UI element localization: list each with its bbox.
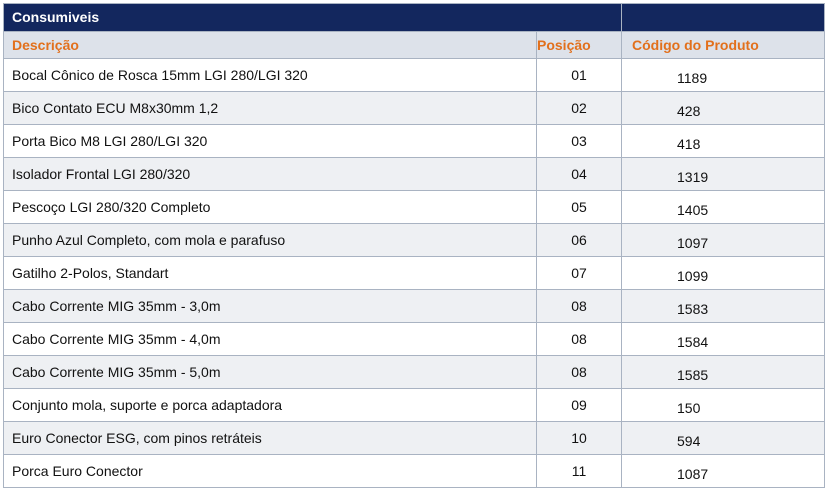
- row-position: 05: [535, 190, 623, 224]
- row-description: Bocal Cônico de Rosca 15mm LGI 280/LGI 3…: [3, 58, 537, 92]
- row-product-code: 594: [621, 421, 826, 455]
- table-header-row: Descrição Posição Código do Produto: [3, 31, 826, 59]
- table-row: Cabo Corrente MIG 35mm - 3,0m 08 1583: [3, 289, 826, 323]
- row-product-code: 150: [621, 388, 826, 422]
- table-title: Consumiveis: [12, 9, 100, 25]
- consumables-table: Consumiveis Descrição Posição Código do …: [2, 3, 826, 488]
- table-row: Bocal Cônico de Rosca 15mm LGI 280/LGI 3…: [3, 58, 826, 92]
- consumables-sheet: Consumiveis Descrição Posição Código do …: [2, 3, 826, 488]
- row-description: Porta Bico M8 LGI 280/LGI 320: [3, 124, 537, 158]
- row-description: Pescoço LGI 280/320 Completo: [3, 190, 537, 224]
- table-row: Conjunto mola, suporte e porca adaptador…: [3, 388, 826, 422]
- row-description: Gatilho 2-Polos, Standart: [3, 256, 537, 290]
- row-position: 07: [535, 256, 623, 290]
- row-description: Cabo Corrente MIG 35mm - 5,0m: [3, 355, 537, 389]
- table-title-cell: Consumiveis: [2, 3, 623, 32]
- table-title-empty-cell: [621, 3, 826, 32]
- table-row: Porca Euro Conector 11 1087: [3, 454, 826, 488]
- row-description: Punho Azul Completo, com mola e parafuso: [3, 223, 537, 257]
- row-product-code: 1405: [621, 190, 826, 224]
- table-row: Gatilho 2-Polos, Standart 07 1099: [3, 256, 826, 290]
- row-description: Porca Euro Conector: [3, 454, 537, 488]
- table-row: Porta Bico M8 LGI 280/LGI 320 03 418: [3, 124, 826, 158]
- table-row: Euro Conector ESG, com pinos retráteis 1…: [3, 421, 826, 455]
- row-position: 03: [535, 124, 623, 158]
- header-product-code: Código do Produto: [621, 31, 826, 59]
- table-row: Cabo Corrente MIG 35mm - 5,0m 08 1585: [3, 355, 826, 389]
- row-position: 01: [535, 58, 623, 92]
- header-position: Posição: [535, 31, 623, 59]
- row-product-code: 1584: [621, 322, 826, 356]
- row-description: Bico Contato ECU M8x30mm 1,2: [3, 91, 537, 125]
- row-product-code: 1585: [621, 355, 826, 389]
- row-position: 06: [535, 223, 623, 257]
- row-description: Cabo Corrente MIG 35mm - 3,0m: [3, 289, 537, 323]
- row-product-code: 1319: [621, 157, 826, 191]
- row-position: 08: [535, 289, 623, 323]
- row-product-code: 1097: [621, 223, 826, 257]
- row-description: Euro Conector ESG, com pinos retráteis: [3, 421, 537, 455]
- row-product-code: 1583: [621, 289, 826, 323]
- table-row: Bico Contato ECU M8x30mm 1,2 02 428: [3, 91, 826, 125]
- row-position: 10: [535, 421, 623, 455]
- row-position: 08: [535, 322, 623, 356]
- table-row: Pescoço LGI 280/320 Completo 05 1405: [3, 190, 826, 224]
- row-position: 02: [535, 91, 623, 125]
- row-product-code: 418: [621, 124, 826, 158]
- row-description: Isolador Frontal LGI 280/320: [3, 157, 537, 191]
- row-product-code: 1189: [621, 58, 826, 92]
- row-description: Cabo Corrente MIG 35mm - 4,0m: [3, 322, 537, 356]
- row-product-code: 1087: [621, 454, 826, 488]
- table-row: Isolador Frontal LGI 280/320 04 1319: [3, 157, 826, 191]
- row-product-code: 428: [621, 91, 826, 125]
- row-description: Conjunto mola, suporte e porca adaptador…: [3, 388, 537, 422]
- row-position: 04: [535, 157, 623, 191]
- table-title-row: Consumiveis: [2, 3, 826, 32]
- table-row: Cabo Corrente MIG 35mm - 4,0m 08 1584: [3, 322, 826, 356]
- table-row: Punho Azul Completo, com mola e parafuso…: [3, 223, 826, 257]
- header-description: Descrição: [3, 31, 537, 59]
- row-position: 08: [535, 355, 623, 389]
- row-position: 11: [535, 454, 623, 488]
- row-position: 09: [535, 388, 623, 422]
- row-product-code: 1099: [621, 256, 826, 290]
